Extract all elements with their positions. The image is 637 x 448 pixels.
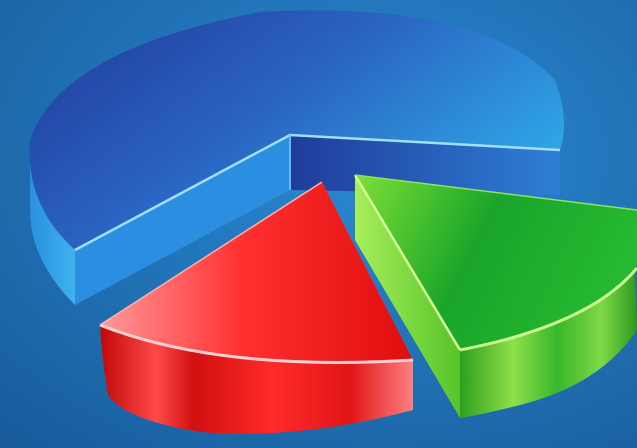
pie-slice-red-side bbox=[100, 325, 413, 434]
pie-slice-blue-front bbox=[75, 135, 290, 305]
pie-slice-green-inner bbox=[355, 175, 460, 418]
pie-slice-green bbox=[353, 174, 637, 418]
pie-slice-green-top bbox=[355, 175, 637, 350]
pie-slice-green-side bbox=[460, 270, 637, 418]
pie-slice-red bbox=[99, 181, 414, 434]
pie-slice-blue-top bbox=[29, 10, 564, 250]
pie-slice-red-top bbox=[100, 182, 413, 363]
pie-slice-blue-side bbox=[30, 130, 75, 305]
